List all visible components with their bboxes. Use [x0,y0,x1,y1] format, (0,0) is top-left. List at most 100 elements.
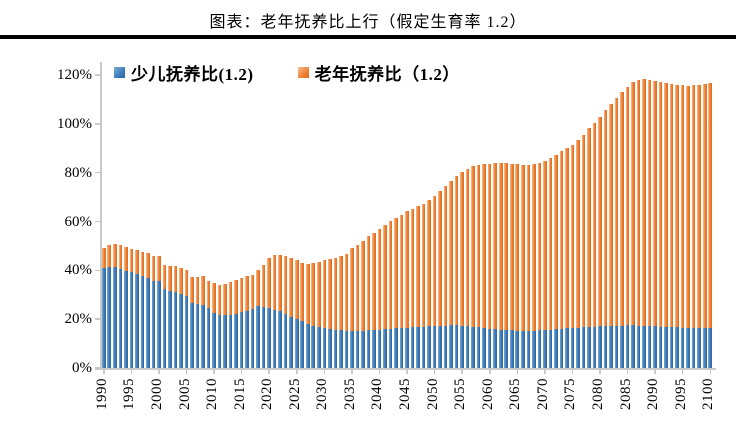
bar-segment-child-2068 [532,330,536,368]
bar-segment-child-2066 [520,330,525,368]
bar-segment-child-2016 [245,311,249,368]
bar-segment-old-2067 [526,164,531,331]
bar-segment-old-2024 [289,257,293,317]
bar-segment-child-2014 [234,313,238,368]
legend-item-old: 老年抚养比（1.2） [297,60,460,85]
bar-segment-child-1999 [151,280,156,368]
bar-segment-child-2086 [631,325,635,368]
bar-segment-child-2019 [261,306,266,368]
bar-segment-child-2061 [493,329,497,368]
bar-segment-old-2094 [675,84,679,328]
bar-segment-child-2087 [636,325,641,368]
bar-segment-child-2069 [537,330,542,368]
bar-segment-old-2074 [565,147,569,329]
bar-segment-child-2022 [278,311,282,368]
bar-segment-child-2026 [300,321,305,368]
bar-segment-old-2018 [256,269,260,306]
bar-segment-old-1993 [118,244,123,269]
bar-segment-old-2034 [344,253,349,331]
bar-segment-child-2034 [344,330,349,368]
title-divider-rule [0,35,736,39]
bar-segment-child-2032 [333,329,338,368]
bar-segment-old-2062 [498,162,503,330]
bar-segment-child-2002 [168,291,172,368]
bar-segment-old-2017 [250,274,255,309]
bar-segment-old-2027 [305,263,310,324]
bar-segment-child-2017 [250,308,255,368]
bar-segment-child-2078 [587,327,591,368]
bar-segment-old-2069 [537,162,542,331]
x-tick-label: 2030 [314,378,331,410]
bar-segment-child-2037 [361,330,365,368]
x-tick-label: 1990 [93,378,110,410]
y-tick-mark [95,318,100,320]
x-tick-mark [461,369,463,374]
bar-segment-child-2096 [686,327,690,368]
bar-segment-old-2059 [482,163,486,328]
bar-segment-old-2001 [162,264,167,290]
bar-segment-old-2046 [410,208,415,327]
y-tick-label: 40% [64,262,93,279]
bar-segment-old-2050 [432,196,437,326]
x-tick-mark [489,369,491,374]
x-tick-mark [654,369,656,374]
chart-title: 图表：老年抚养比上行（假定生育率 1.2） [209,14,527,31]
bar-segment-old-2052 [443,186,448,326]
bar-segment-old-2095 [680,85,685,328]
bar-segment-old-2058 [476,164,481,328]
bar-segment-old-2000 [157,255,161,282]
bar-segment-old-2085 [625,87,630,326]
bar-segment-old-2070 [543,161,547,331]
bar-segment-old-2065 [515,163,520,331]
x-tick-label: 2100 [700,378,717,410]
bar-segment-child-2052 [443,325,448,368]
bar-segment-child-2020 [267,307,271,368]
bar-segment-old-2047 [416,206,420,327]
bar-segment-old-2012 [223,284,227,315]
bar-segment-old-2020 [267,257,271,308]
bar-segment-child-2047 [416,326,420,368]
x-tick-mark [378,369,381,374]
bar-segment-old-2090 [653,81,657,327]
bar-segment-old-2032 [333,257,338,330]
bar-segment-old-2026 [300,263,305,322]
x-tick-label: 2005 [176,378,193,410]
bar-segment-child-2081 [603,326,608,368]
bar-segment-old-2033 [339,256,343,331]
x-tick-mark [406,369,408,374]
bar-segment-child-2094 [675,327,679,368]
bar-segment-child-2063 [504,330,509,368]
bar-segment-child-1993 [118,268,123,368]
bar-segment-child-2007 [195,303,200,368]
legend-swatch-old-icon [297,67,309,78]
x-tick-label: 2040 [369,378,386,410]
y-tick-label: 0% [72,360,92,376]
bar-segment-old-1996 [135,250,139,275]
y-tick-mark [95,367,100,369]
bar-segment-child-2060 [487,328,492,368]
bar-segment-child-2040 [377,329,382,368]
bar-segment-old-2093 [669,84,674,327]
bar-segment-child-2098 [697,328,701,368]
bar-segment-child-2006 [190,302,194,368]
bar-segment-old-2003 [173,266,178,292]
bar-segment-old-1992 [112,244,117,268]
bar-segment-child-2091 [658,326,663,368]
bar-segment-child-2024 [289,316,293,368]
bar-segment-old-2043 [394,217,398,329]
x-tick-label: 2055 [452,378,469,410]
x-tick-mark [433,369,436,374]
y-tick-mark [95,74,100,76]
y-tick-label: 100% [57,115,92,132]
bar-segment-child-2074 [565,328,569,368]
bar-segment-child-2093 [669,327,674,368]
bar-segment-child-2005 [184,295,189,368]
bar-segment-old-2038 [366,236,371,331]
legend-label-child: 少儿抚养比(1.2) [131,65,254,84]
bar-segment-child-1995 [129,272,134,368]
bar-segment-child-2003 [173,291,178,368]
legend-item-child: 少儿抚养比(1.2) [114,60,254,85]
bar-segment-child-2051 [438,325,442,368]
y-tick-mark [95,171,100,174]
bar-segment-child-2001 [162,289,167,368]
